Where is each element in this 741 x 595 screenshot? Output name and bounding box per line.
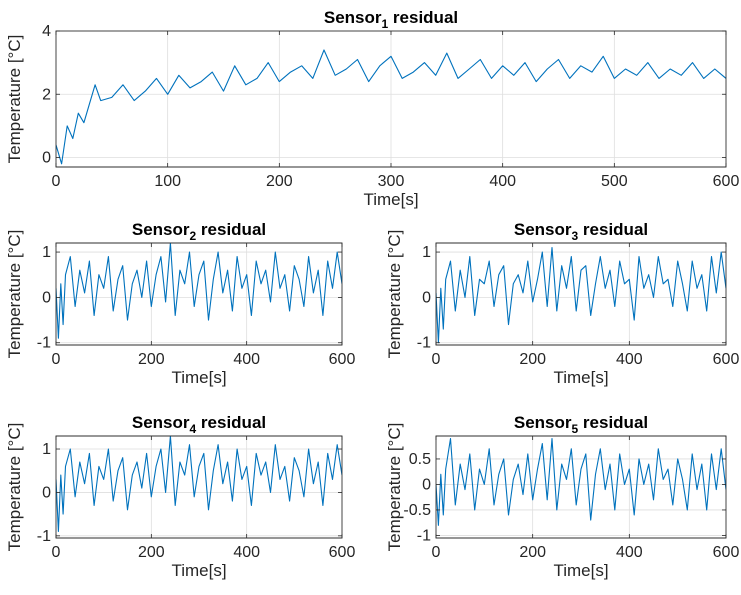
- x-tick-label-s5-3: 600: [713, 544, 740, 561]
- y-tick-label-s3-1: 0: [422, 289, 431, 306]
- x-axis-label-s5: Time[s]: [553, 561, 608, 580]
- x-axis-label-s1: Time[s]: [363, 190, 418, 209]
- x-tick-label-s1-6: 600: [713, 173, 740, 190]
- series-line-s4: [56, 436, 342, 533]
- x-tick-label-s1-1: 100: [154, 173, 181, 190]
- x-tick-label-s3-1: 200: [519, 351, 546, 368]
- y-tick-label-s4-0: -1: [37, 528, 51, 545]
- chart-title-s1: Sensor1 residual: [324, 8, 458, 31]
- y-tick-label-s1-2: 4: [42, 23, 51, 40]
- x-axis-label-s2: Time[s]: [171, 368, 226, 387]
- series-line-s1: [56, 49, 726, 165]
- y-tick-label-s3-2: 1: [422, 244, 431, 261]
- x-tick-label-s3-0: 0: [432, 351, 441, 368]
- y-tick-label-s4-1: 0: [42, 484, 51, 501]
- x-tick-label-s1-2: 200: [266, 173, 293, 190]
- y-tick-label-s5-0: -1: [417, 527, 431, 544]
- chart-title-s5: Sensor5 residual: [514, 413, 648, 436]
- chart-title-s4: Sensor4 residual: [132, 413, 266, 436]
- y-tick-label-s5-3: 0.5: [409, 451, 431, 468]
- y-tick-label-s3-0: -1: [417, 335, 431, 352]
- series-line-s3: [436, 246, 726, 344]
- y-tick-label-s5-2: 0: [422, 476, 431, 493]
- x-tick-label-s2-0: 0: [52, 351, 61, 368]
- plot-area-s3: [435, 242, 727, 346]
- plot-area-s2: [55, 242, 343, 346]
- x-axis-label-s4: Time[s]: [171, 561, 226, 580]
- x-tick-label-s1-3: 300: [378, 173, 405, 190]
- x-tick-label-s5-1: 200: [519, 544, 546, 561]
- x-tick-label-s4-2: 400: [233, 544, 260, 561]
- series-line-s2: [56, 243, 342, 339]
- x-tick-label-s4-3: 600: [329, 544, 356, 561]
- x-tick-label-s3-3: 600: [713, 351, 740, 368]
- y-tick-label-s2-2: 1: [42, 244, 51, 261]
- y-tick-label-s2-0: -1: [37, 335, 51, 352]
- y-tick-label-s2-1: 0: [42, 289, 51, 306]
- x-tick-label-s2-2: 400: [233, 351, 260, 368]
- x-axis-label-s3: Time[s]: [553, 368, 608, 387]
- x-tick-label-s1-5: 500: [601, 173, 628, 190]
- panel-s1: 0 100 200 300 400 500 600 0 2 4 Sensor1 residual Ti…: [5, 8, 739, 209]
- plot-area-s5: [435, 435, 727, 539]
- y-axis-label-s5: Temperature [°C]: [385, 423, 404, 552]
- x-tick-label-s4-0: 0: [52, 544, 61, 561]
- y-tick-label-s4-2: 1: [42, 441, 51, 458]
- x-tick-label-s2-3: 600: [329, 351, 356, 368]
- plot-area-s4: [55, 435, 343, 539]
- y-tick-label-s5-1: -0.5: [403, 502, 431, 519]
- y-axis-label-s1: Temperature [°C]: [5, 35, 24, 164]
- y-axis-label-s2: Temperature [°C]: [5, 230, 24, 359]
- x-tick-label-s5-2: 400: [616, 544, 643, 561]
- x-tick-label-s1-4: 400: [489, 173, 516, 190]
- x-tick-label-s4-1: 200: [138, 544, 165, 561]
- x-tick-label-s3-2: 400: [616, 351, 643, 368]
- panel-s5: 0 200 400 600 -1 -0.5 0 0.5 Sensor5 residual Time…: [385, 413, 739, 580]
- x-tick-label-s5-0: 0: [432, 544, 441, 561]
- x-tick-label-s1-0: 0: [52, 173, 61, 190]
- y-axis-label-s3: Temperature [°C]: [385, 230, 404, 359]
- y-axis-label-s4: Temperature [°C]: [5, 423, 24, 552]
- chart-title-s3: Sensor3 residual: [514, 220, 648, 243]
- y-tick-label-s1-0: 0: [42, 150, 51, 167]
- x-tick-label-s2-1: 200: [138, 351, 165, 368]
- y-tick-label-s1-1: 2: [42, 86, 51, 103]
- series-line-s5: [436, 438, 726, 526]
- chart-title-s2: Sensor2 residual: [132, 220, 266, 243]
